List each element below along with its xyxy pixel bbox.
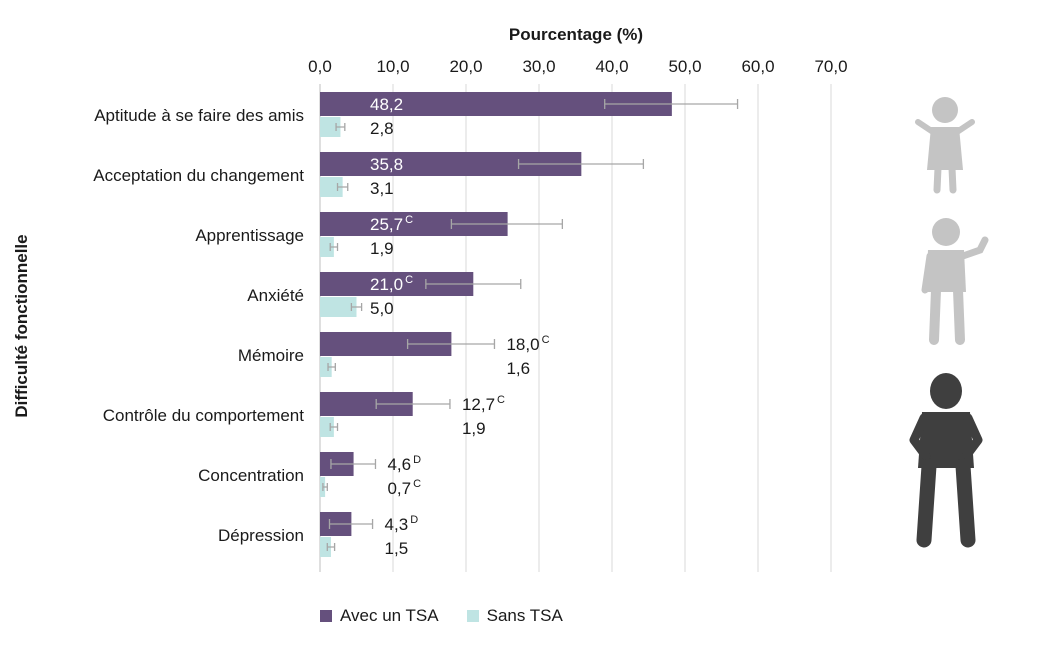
bar-sans-tsa [320,237,334,257]
bar-sans-tsa [320,537,331,557]
bar-sans-tsa [320,417,334,437]
data-label-avec-tsa: 21,0 C [370,274,413,294]
bar-sans-tsa [320,117,341,137]
error-bar [329,243,339,251]
x-tick-label: 30,0 [522,57,555,76]
legend-item-avec-tsa: Avec un TSA [320,606,439,626]
bar-sans-tsa [320,297,357,317]
data-label-sans-tsa: 1,5 [385,539,409,558]
x-tick-label: 60,0 [741,57,774,76]
error-bar [350,303,363,311]
data-label-sans-tsa: 2,8 [370,119,394,138]
error-bar [335,123,346,131]
category-labels: Aptitude à se faire des amis Acceptation … [93,106,304,545]
category-label: Anxiété [247,286,304,305]
boy-waving-figure-icon [921,218,989,345]
bars: 48,2 2,8 35,8 3,1 25,7 C 1,9 21,0 C 5,0 18,0 C 1,612… [320,92,739,558]
data-label-avec-tsa: 4,3 D [385,514,419,534]
data-label-sans-tsa: 5,0 [370,299,394,318]
child-figure-icon [915,97,975,194]
teen-figure-icon [909,373,983,548]
x-tick-label: 0,0 [308,57,332,76]
x-axis-ticks: 0,0 10,0 20,0 30,0 40,0 50,0 60,0 70,0 [308,57,847,76]
data-label-avec-tsa: 35,8 [370,155,403,174]
legend: Avec un TSA Sans TSA [320,606,563,626]
data-label-sans-tsa: 3,1 [370,179,394,198]
x-tick-label: 10,0 [376,57,409,76]
x-axis-title: Pourcentage (%) [509,25,643,44]
bar-sans-tsa [320,357,332,377]
error-bar [425,279,522,289]
error-bar [328,519,374,529]
data-label-sans-tsa: 1,9 [370,239,394,258]
data-label-sans-tsa: 1,6 [506,359,530,378]
error-bar [604,99,739,109]
legend-swatch-avec-tsa [320,610,332,622]
legend-swatch-sans-tsa [466,610,479,622]
data-label-avec-tsa: 18,0 C [506,334,549,354]
data-label-avec-tsa: 48,2 [370,95,403,114]
error-bar [517,159,645,169]
data-label-sans-tsa: 1,9 [462,419,486,438]
error-bar [336,183,349,191]
category-label: Apprentissage [195,226,304,245]
error-bar [327,363,336,371]
error-bar [406,339,496,349]
category-label: Dépression [218,526,304,545]
data-label-avec-tsa: 12,7 C [462,394,505,414]
legend-item-sans-tsa: Sans TSA [466,606,563,626]
category-label: Concentration [198,466,304,485]
data-label-sans-tsa: 0,7 C [387,478,421,498]
error-bar [329,423,339,431]
y-axis-title: Difficulté fonctionnelle [12,234,31,417]
bar-sans-tsa [320,177,343,197]
legend-label-sans-tsa: Sans TSA [486,606,563,625]
error-bar [330,459,377,469]
bar-chart: Pourcentage (%) 0,0 10,0 20,0 30,0 40,0 50,0 6… [12,25,989,572]
error-bar [375,399,451,409]
category-label: Aptitude à se faire des amis [94,106,304,125]
error-bar [326,543,336,551]
category-label: Mémoire [238,346,304,365]
x-tick-label: 50,0 [668,57,701,76]
data-label-avec-tsa: 4,6 D [387,454,421,474]
category-label: Acceptation du changement [93,166,304,185]
error-bar [450,219,564,229]
error-bar [322,483,328,491]
x-tick-label: 40,0 [595,57,628,76]
legend-label-avec-tsa: Avec un TSA [340,606,439,625]
category-label: Contrôle du comportement [103,406,305,425]
x-tick-label: 20,0 [449,57,482,76]
x-tick-label: 70,0 [814,57,847,76]
data-label-avec-tsa: 25,7 C [370,214,413,234]
